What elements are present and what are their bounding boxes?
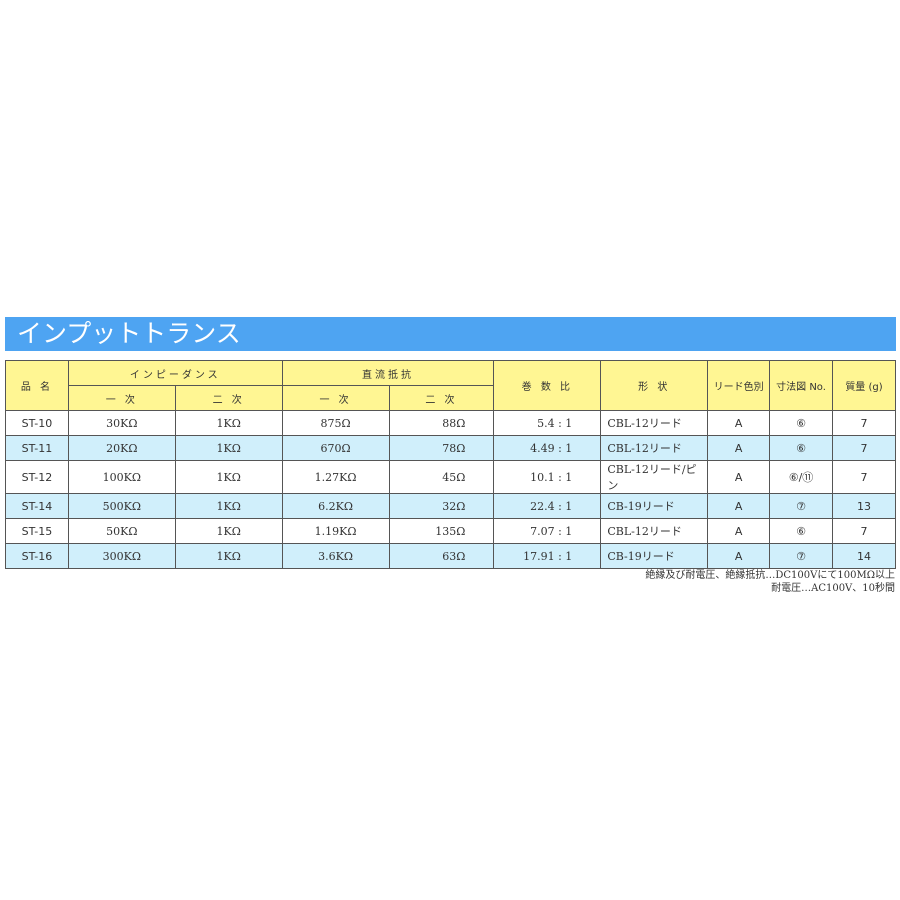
header-dc-secondary: 二 次 — [388, 385, 495, 411]
spec-table: 品 名 インピーダンス 直流抵抗 巻 数 比 形 状 リード色別 寸法図 No.… — [5, 360, 897, 569]
cell-imp1: 500KΩ — [67, 493, 176, 519]
header-shape: 形 状 — [600, 360, 709, 411]
cell-name: ST-14 — [5, 493, 69, 519]
note-withstand: 耐電圧…AC100V、10秒間 — [771, 583, 895, 594]
table-row: ST-14 500KΩ 1KΩ 6.2KΩ 32Ω 22.4 : 1 CB-19リード A ⑦ 1… — [5, 493, 897, 519]
cell-imp1: 100KΩ — [67, 460, 176, 494]
cell-shape: CBL-12リード — [600, 518, 709, 544]
cell-mass: 14 — [831, 543, 897, 569]
cell-shape: CB-19リード — [600, 493, 709, 519]
cell-dc1: 3.6KΩ — [281, 543, 390, 569]
cell-mass: 7 — [831, 435, 897, 461]
cell-shape: CBL-12リード — [600, 410, 709, 436]
cell-imp2: 1KΩ — [174, 543, 283, 569]
cell-imp1: 50KΩ — [67, 518, 176, 544]
cell-dc2: 45Ω — [388, 460, 495, 494]
cell-shape: CBL-12リード/ピン — [600, 460, 709, 494]
cell-shape: CBL-12リード — [600, 435, 709, 461]
header-imp-secondary: 二 次 — [174, 385, 283, 411]
cell-dim: ⑦ — [769, 543, 833, 569]
cell-name: ST-12 — [5, 460, 69, 494]
header-lead-color: リード色別 — [707, 360, 771, 411]
cell-name: ST-10 — [5, 410, 69, 436]
cell-ratio: 7.07 : 1 — [493, 518, 602, 544]
cell-dim: ⑥ — [769, 518, 833, 544]
cell-ratio: 22.4 : 1 — [493, 493, 602, 519]
cell-dc1: 875Ω — [281, 410, 390, 436]
cell-lead: A — [707, 493, 771, 519]
cell-mass: 7 — [831, 518, 897, 544]
cell-ratio: 5.4 : 1 — [493, 410, 602, 436]
cell-mass: 7 — [831, 410, 897, 436]
table-row: ST-16 300KΩ 1KΩ 3.6KΩ 63Ω 17.91 : 1 CB-19リード A ⑦… — [5, 543, 897, 569]
cell-name: ST-11 — [5, 435, 69, 461]
cell-lead: A — [707, 460, 771, 494]
cell-shape: CB-19リード — [600, 543, 709, 569]
cell-imp1: 30KΩ — [67, 410, 176, 436]
header-imp-primary: 一 次 — [67, 385, 176, 411]
header-dc-primary: 一 次 — [281, 385, 390, 411]
cell-dim: ⑥/⑪ — [769, 460, 833, 494]
table-row: ST-11 20KΩ 1KΩ 670Ω 78Ω 4.49 : 1 CBL-12リード A ⑥ 7 — [5, 435, 897, 461]
cell-ratio: 17.91 : 1 — [493, 543, 602, 569]
table-row: ST-15 50KΩ 1KΩ 1.19KΩ 135Ω 7.07 : 1 CBL-12リード A… — [5, 518, 897, 544]
cell-dim: ⑥ — [769, 410, 833, 436]
cell-dim: ⑥ — [769, 435, 833, 461]
cell-imp2: 1KΩ — [174, 460, 283, 494]
note-insulation: 絶縁及び耐電圧、絶縁抵抗…DC100Vにて100MΩ以上 — [645, 570, 895, 581]
cell-imp2: 1KΩ — [174, 435, 283, 461]
header-dcr: 直流抵抗 — [281, 360, 495, 386]
cell-lead: A — [707, 543, 771, 569]
cell-dc2: 63Ω — [388, 543, 495, 569]
cell-imp2: 1KΩ — [174, 493, 283, 519]
header-mass: 質量 (g) — [831, 360, 897, 411]
header-name: 品 名 — [5, 360, 69, 411]
cell-dim: ⑦ — [769, 493, 833, 519]
cell-mass: 13 — [831, 493, 897, 519]
cell-dc1: 1.19KΩ — [281, 518, 390, 544]
cell-imp2: 1KΩ — [174, 410, 283, 436]
cell-lead: A — [707, 518, 771, 544]
cell-imp2: 1KΩ — [174, 518, 283, 544]
cell-dc1: 6.2KΩ — [281, 493, 390, 519]
cell-mass: 7 — [831, 460, 897, 494]
header-dimension: 寸法図 No. — [769, 360, 833, 411]
cell-dc2: 78Ω — [388, 435, 495, 461]
page-title: インプットトランス — [5, 317, 896, 351]
cell-lead: A — [707, 435, 771, 461]
cell-imp1: 300KΩ — [67, 543, 176, 569]
cell-dc2: 135Ω — [388, 518, 495, 544]
cell-dc2: 32Ω — [388, 493, 495, 519]
table-row: ST-10 30KΩ 1KΩ 875Ω 88Ω 5.4 : 1 CBL-12リード A ⑥ 7 — [5, 410, 897, 436]
table-row: ST-12 100KΩ 1KΩ 1.27KΩ 45Ω 10.1 : 1 CBL-12リード/… — [5, 460, 897, 494]
cell-dc1: 1.27KΩ — [281, 460, 390, 494]
cell-name: ST-16 — [5, 543, 69, 569]
cell-imp1: 20KΩ — [67, 435, 176, 461]
cell-ratio: 4.49 : 1 — [493, 435, 602, 461]
cell-ratio: 10.1 : 1 — [493, 460, 602, 494]
header-impedance: インピーダンス — [67, 360, 283, 386]
header-ratio: 巻 数 比 — [493, 360, 602, 411]
cell-dc1: 670Ω — [281, 435, 390, 461]
cell-lead: A — [707, 410, 771, 436]
cell-dc2: 88Ω — [388, 410, 495, 436]
cell-name: ST-15 — [5, 518, 69, 544]
